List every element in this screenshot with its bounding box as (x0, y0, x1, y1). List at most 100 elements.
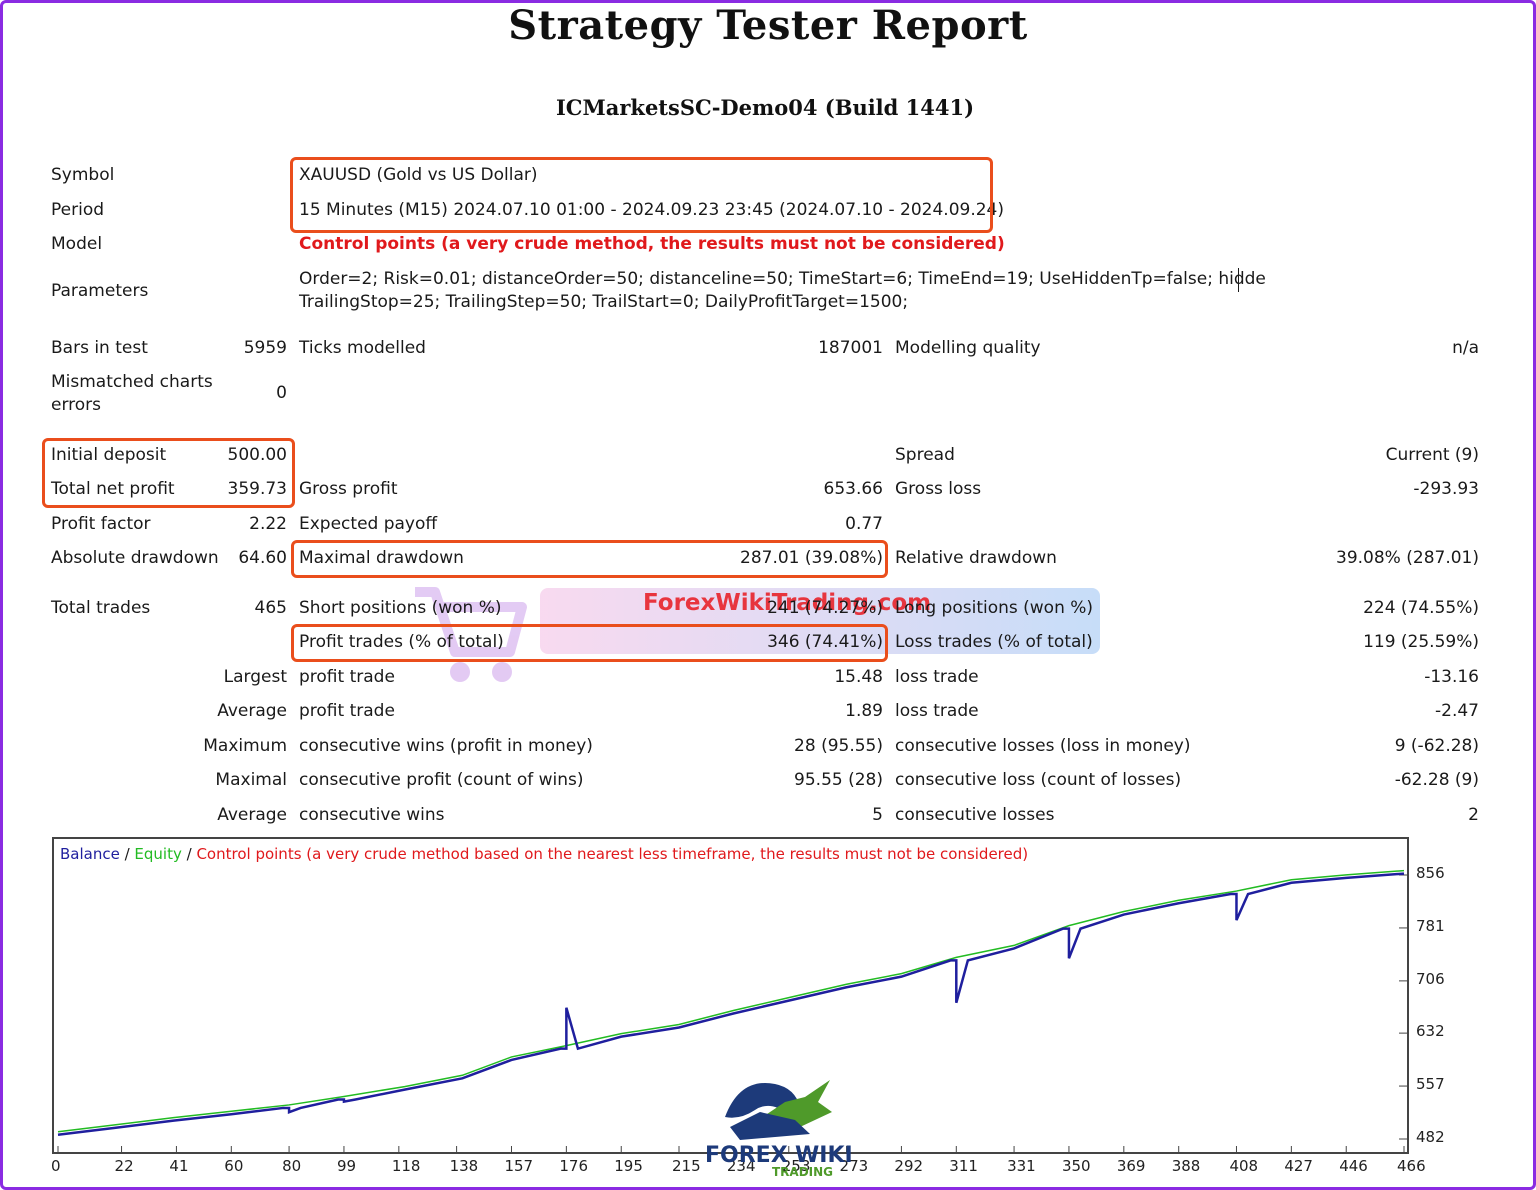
largest-profit-value: 15.48 (834, 667, 883, 687)
server-build: ICMarketsSC-Demo04 (Build 1441) (555, 95, 975, 120)
symbol-value: XAUUSD (Gold vs US Dollar) (299, 165, 538, 185)
y-tick-label: 706 (1416, 969, 1445, 988)
avg-losses-value: 2 (1468, 805, 1479, 825)
watermark-text: ForexWikiTrading.com (643, 590, 932, 616)
ticks-label: Ticks modelled (299, 338, 426, 358)
y-tick-label: 856 (1416, 864, 1445, 882)
rel-drawdown-label: Relative drawdown (895, 548, 1057, 568)
x-tick-label: 466 (1397, 1157, 1426, 1175)
average-profit-label: profit trade (299, 701, 395, 721)
gross-loss-value: -293.93 (1413, 479, 1479, 499)
balance-chart: Balance / Equity / Control points (a ver… (52, 837, 1409, 1154)
report-title: Strategy Tester Report (508, 2, 1028, 49)
maximal-loss-value: -62.28 (9) (1394, 770, 1479, 790)
max-drawdown-highlight (291, 540, 888, 578)
model-value: Control points (a very crude method, the… (299, 234, 1005, 254)
maximal-label: Maximal (215, 770, 287, 790)
x-tick-label: 22 (114, 1157, 134, 1175)
x-tick-label: 388 (1171, 1157, 1201, 1175)
maximum-label: Maximum (203, 736, 287, 756)
bars-value: 5959 (243, 338, 287, 358)
x-tick-label: 446 (1339, 1157, 1368, 1175)
deposit-value: 500.00 (227, 445, 287, 465)
long-positions-label: Long positions (won %) (895, 598, 1094, 618)
max-wins-label: consecutive wins (profit in money) (299, 736, 593, 756)
largest-loss-value: -13.16 (1424, 667, 1479, 687)
x-tick-label: 350 (1061, 1157, 1091, 1175)
payoff-label: Expected payoff (299, 514, 438, 534)
symbol-label: Symbol (51, 165, 115, 185)
period-value: 15 Minutes (M15) 2024.07.10 01:00 - 2024… (299, 200, 1005, 220)
deposit-profit-highlight (42, 438, 295, 508)
mismatch-value: 0 (276, 383, 287, 403)
x-tick-label: 99 (336, 1157, 357, 1175)
x-tick-label: 215 (672, 1157, 701, 1175)
net-profit-label: Total net profit (51, 479, 175, 499)
short-positions-label: Short positions (won %) (299, 598, 502, 618)
long-positions-value: 224 (74.55%) (1363, 598, 1479, 618)
x-tick-label: 311 (949, 1157, 978, 1175)
average-loss-value: -2.47 (1435, 701, 1479, 721)
average-label: Average (217, 701, 287, 721)
logo-word-trading: TRADING (772, 1165, 833, 1179)
x-tick-label: 60 (224, 1157, 244, 1175)
symbol-period-highlight (290, 157, 993, 233)
equity-line (57, 869, 1405, 1133)
x-tick-label: 331 (1007, 1157, 1036, 1175)
legend-equity: Equity (134, 845, 182, 863)
total-trades-value: 465 (254, 598, 287, 618)
parameters-line-1: Order=2; Risk=0.01; distanceOrder=50; di… (299, 269, 1266, 289)
x-tick-label: 138 (449, 1157, 479, 1175)
quality-label: Modelling quality (895, 338, 1041, 358)
profit-trades-label: Profit trades (% of total) (299, 632, 504, 652)
period-label: Period (51, 200, 105, 220)
profit-trades-highlight (291, 624, 888, 662)
x-tick-label: 234 (726, 1157, 756, 1175)
avg-wins-label: consecutive wins (299, 805, 445, 825)
x-tick-label: 427 (1284, 1157, 1313, 1175)
ticks-value: 187001 (818, 338, 883, 358)
chart-legend: Balance / Equity / Control points (a ver… (60, 845, 1028, 863)
x-tick-label: 80 (282, 1157, 302, 1175)
cart-watermark-icon (415, 587, 527, 682)
max-wins-value: 28 (95.55) (794, 736, 883, 756)
balance-line (57, 872, 1405, 1137)
y-tick-label: 632 (1416, 1022, 1445, 1041)
maximal-profit-label: consecutive profit (count of wins) (299, 770, 584, 790)
bars-label: Bars in test (51, 338, 148, 358)
loss-trades-value: 119 (25.59%) (1363, 632, 1479, 652)
y-tick-label: 781 (1416, 916, 1445, 935)
deposit-label: Initial deposit (51, 445, 167, 465)
average-profit-value: 1.89 (845, 701, 883, 721)
gross-profit-value: 653.66 (823, 479, 883, 499)
largest-label: Largest (223, 667, 287, 687)
legend-sep-1: / (119, 845, 135, 863)
net-profit-value: 359.73 (227, 479, 287, 499)
max-drawdown-label: Maximal drawdown (299, 548, 464, 568)
maximal-profit-value: 95.55 (28) (794, 770, 883, 790)
mismatch-label-1: Mismatched charts (51, 372, 213, 392)
max-drawdown-value: 287.01 (39.08%) (740, 548, 883, 568)
x-tick-label: 369 (1116, 1157, 1146, 1175)
abs-drawdown-label: Absolute drawdown (51, 548, 219, 568)
profit-factor-label: Profit factor (51, 514, 151, 534)
x-tick-label: 118 (391, 1157, 421, 1175)
watermark-band (540, 588, 1100, 654)
legend-sep-2: / (181, 845, 197, 863)
gross-profit-label: Gross profit (299, 479, 398, 499)
x-tick-label: 157 (504, 1157, 534, 1175)
forexwiki-logo-icon: FOREX WIKI TRADING (705, 1080, 853, 1179)
max-losses-label: consecutive losses (loss in money) (895, 736, 1191, 756)
avg-losses-label: consecutive losses (895, 805, 1055, 825)
profit-factor-value: 2.22 (249, 514, 287, 534)
short-positions-value: 241 (74.27%) (767, 598, 883, 618)
x-tick-label: 176 (559, 1157, 588, 1175)
loss-trades-label: Loss trades (% of total) (895, 632, 1093, 652)
x-tick-label: 41 (169, 1157, 189, 1175)
profit-trades-value: 346 (74.41%) (767, 632, 883, 652)
logo-word-forex: FOREX (705, 1143, 788, 1168)
rel-drawdown-value: 39.08% (287.01) (1336, 548, 1479, 568)
largest-loss-label: loss trade (895, 667, 979, 687)
maximal-loss-label: consecutive loss (count of losses) (895, 770, 1182, 790)
